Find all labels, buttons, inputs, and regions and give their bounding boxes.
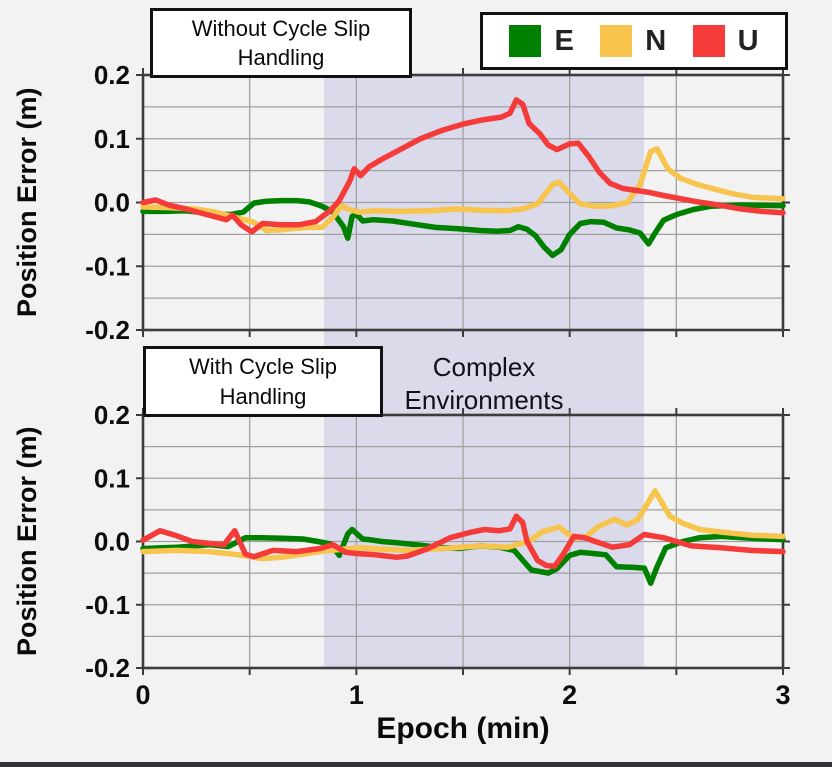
- y-tick-label: -0.2: [85, 653, 130, 683]
- y-tick-label: 0.1: [94, 463, 130, 493]
- y-tick-label: 0.0: [94, 188, 130, 218]
- region-label-line1: Complex: [432, 352, 536, 382]
- x-tick-label: 2: [562, 680, 577, 710]
- top-plot-without-cycle-slip: 0.2 0.1 0.0 -0.1 -0.2: [85, 60, 790, 345]
- complex-environments-label: Complex Environments: [384, 351, 584, 417]
- legend-item-n: N: [600, 25, 666, 58]
- bottom-plot-with-cycle-slip: 0.2 0.1 0.0 -0.1 -0.20 1 2 3: [85, 400, 790, 710]
- legend-label-e: E: [554, 24, 574, 57]
- region-label-line2: Environments: [404, 385, 564, 416]
- legend-swatch-u-icon: [692, 25, 725, 57]
- top-plot-title-line1: Without Cycle Slip: [191, 15, 371, 41]
- bottom-plot-title-line1: With Cycle Slip: [189, 354, 337, 380]
- y-tick-label: 0.1: [94, 124, 130, 154]
- series-U-line: [140, 513, 786, 569]
- legend-label-n: N: [645, 24, 667, 57]
- top-plot-title-box: Without Cycle Slip Handling: [150, 8, 412, 78]
- y-tick-label: 0.2: [94, 400, 130, 430]
- x-tick-label: 1: [349, 680, 364, 710]
- y-tick-label: -0.1: [85, 251, 130, 281]
- series-U-line: [140, 97, 786, 235]
- legend-swatch-e-icon: [509, 25, 542, 57]
- top-plot-title-line2: Handling: [237, 45, 325, 70]
- legend-item-u: U: [692, 24, 759, 58]
- window-bottom-edge: [0, 762, 832, 767]
- y-tick-label: -0.1: [85, 590, 130, 620]
- bottom-y-axis-title: Position Error (m): [12, 426, 42, 657]
- legend-label-u: U: [737, 24, 759, 57]
- series-N-line: [140, 146, 786, 234]
- y-tick-label: -0.2: [85, 315, 130, 345]
- x-tick-label: 3: [775, 680, 790, 710]
- x-tick-label: 0: [135, 680, 150, 710]
- legend-swatch-n-icon: [600, 25, 633, 57]
- series-E-line: [140, 197, 786, 259]
- legend-item-e: E: [509, 24, 574, 58]
- bottom-plot-title-box: With Cycle Slip Handling: [143, 346, 383, 417]
- legend: E N U: [480, 12, 788, 70]
- y-tick-label: 0.0: [94, 527, 130, 557]
- y-tick-label: 0.2: [94, 60, 130, 90]
- x-axis-title: Epoch (min): [376, 712, 550, 745]
- top-y-axis-title: Position Error (m): [12, 87, 42, 318]
- bottom-plot-title-line2: Handling: [219, 383, 307, 409]
